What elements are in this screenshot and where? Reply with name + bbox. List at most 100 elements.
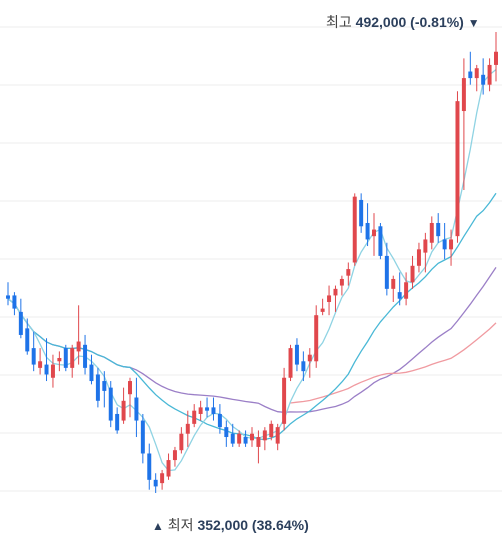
candle-body xyxy=(436,222,441,237)
candle-71 xyxy=(461,58,466,191)
candle-body xyxy=(83,344,88,368)
candle-body xyxy=(442,239,447,250)
candle-64 xyxy=(416,242,421,273)
candle-15 xyxy=(102,371,107,408)
ma-long-line xyxy=(7,267,497,413)
candle-74 xyxy=(481,58,486,95)
candle-52 xyxy=(339,275,344,296)
candle-body xyxy=(494,51,498,65)
candle-10 xyxy=(70,344,75,378)
candle-body xyxy=(185,423,190,434)
candle-9 xyxy=(63,344,68,372)
candle-body xyxy=(333,288,338,296)
candle-49 xyxy=(320,298,325,316)
candle-5 xyxy=(38,348,43,375)
candle-33 xyxy=(217,404,222,434)
up-triangle-icon: ▲ xyxy=(152,519,164,533)
ma-longest-line xyxy=(290,322,497,404)
candle-24 xyxy=(160,469,165,490)
candle-body xyxy=(487,64,492,85)
candle-75 xyxy=(487,58,492,92)
candle-body xyxy=(172,450,177,461)
candle-body xyxy=(365,222,370,240)
candle-body xyxy=(230,433,235,444)
candle-body xyxy=(416,249,421,266)
candle-67 xyxy=(436,213,441,243)
candle-20 xyxy=(134,377,139,438)
candle-76 xyxy=(494,32,498,82)
candle-44 xyxy=(288,344,293,382)
candle-body xyxy=(211,407,216,414)
candle-body xyxy=(147,453,152,480)
candle-body xyxy=(481,74,486,85)
candle-body xyxy=(89,364,94,382)
candle-body xyxy=(307,354,312,362)
candle-body xyxy=(378,226,383,256)
candle-11 xyxy=(76,305,81,365)
candle-body xyxy=(391,278,396,289)
candle-53 xyxy=(346,262,351,286)
candle-body xyxy=(237,433,242,444)
candle-body xyxy=(294,344,299,365)
candle-body xyxy=(160,473,165,484)
candle-body xyxy=(429,222,434,243)
candle-body xyxy=(468,71,473,79)
candle-body xyxy=(474,68,479,79)
candle-1 xyxy=(12,292,17,316)
candle-48 xyxy=(314,305,319,368)
candle-3 xyxy=(25,318,30,355)
candle-42 xyxy=(275,423,280,451)
candle-38 xyxy=(250,427,254,447)
candle-68 xyxy=(442,222,447,260)
high-value: 492,000 (-0.81%) xyxy=(355,14,464,30)
high-price-label: 최고 492,000 (-0.81%) ▼ xyxy=(326,12,480,32)
candle-body xyxy=(461,78,466,112)
candle-body xyxy=(314,315,319,362)
candle-45 xyxy=(294,338,299,372)
candle-56 xyxy=(365,203,370,247)
high-prefix: 최고 xyxy=(326,14,352,30)
candle-31 xyxy=(205,397,210,418)
candle-51 xyxy=(333,285,338,312)
candle-body xyxy=(57,357,62,362)
candle-body xyxy=(262,430,267,441)
candle-body xyxy=(198,407,203,414)
candle-body xyxy=(134,397,139,421)
candle-body xyxy=(320,308,325,312)
candle-body xyxy=(275,427,280,444)
candle-69 xyxy=(449,229,454,266)
candle-body xyxy=(31,348,36,365)
ma-short-line xyxy=(7,68,497,472)
candle-body xyxy=(359,199,364,227)
candle-59 xyxy=(384,242,389,296)
candle-body xyxy=(25,328,30,352)
candle-7 xyxy=(50,354,55,388)
candle-29 xyxy=(192,404,197,428)
candle-54 xyxy=(352,193,357,266)
candle-body xyxy=(102,381,107,391)
candle-40 xyxy=(262,427,267,451)
candle-body xyxy=(76,341,81,352)
candle-body xyxy=(327,295,332,303)
candle-body xyxy=(179,433,184,451)
candle-body xyxy=(384,255,389,289)
candle-62 xyxy=(404,272,409,306)
candle-body xyxy=(346,269,351,276)
candle-body xyxy=(70,348,75,368)
candle-37 xyxy=(243,430,248,447)
candle-35 xyxy=(230,423,235,447)
down-triangle-icon: ▼ xyxy=(467,16,480,30)
candle-body xyxy=(153,479,158,487)
candle-58 xyxy=(378,222,383,260)
low-price-label: ▲ 최저 352,000 (38.64%) xyxy=(152,515,309,535)
candle-63 xyxy=(410,255,415,289)
candle-72 xyxy=(468,51,473,85)
candle-34 xyxy=(224,420,229,447)
candle-body xyxy=(301,361,306,372)
candle-6 xyxy=(44,338,49,382)
candle-61 xyxy=(397,272,402,306)
candle-18 xyxy=(121,387,126,424)
candle-28 xyxy=(185,410,190,447)
candle-body xyxy=(63,348,68,368)
candle-body xyxy=(372,229,376,237)
